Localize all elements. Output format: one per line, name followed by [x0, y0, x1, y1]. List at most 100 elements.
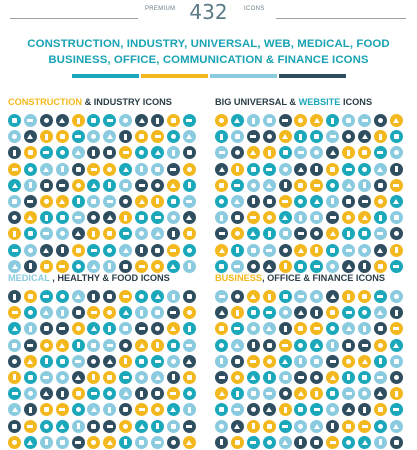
helmet-icon: [71, 243, 85, 257]
cone-icon: [215, 211, 228, 225]
bolt-icon: [310, 162, 324, 176]
factory-icon: [246, 290, 260, 303]
helmet-icon: [55, 259, 69, 273]
wrench-icon: [8, 178, 21, 192]
ruler-icon: [215, 419, 228, 433]
gear-icon: [23, 114, 37, 127]
bolt-icon: [230, 387, 244, 401]
bolt-icon: [39, 243, 53, 257]
ruler-icon: [262, 370, 276, 384]
cone-icon: [8, 370, 21, 384]
bolt-icon: [278, 338, 292, 352]
drill-icon: [182, 227, 196, 241]
truck-icon: [166, 322, 180, 336]
gear-icon: [373, 290, 387, 303]
helmet-icon: [55, 403, 69, 417]
icons-label: ICONS: [244, 6, 265, 12]
ruler-icon: [294, 338, 308, 352]
factory-icon: [262, 130, 276, 144]
hammer-icon: [294, 403, 308, 417]
wrench-icon: [358, 354, 372, 368]
wrench-icon: [39, 290, 53, 303]
saw-icon: [389, 259, 403, 273]
crane-icon: [8, 243, 21, 257]
factory-icon: [326, 403, 340, 417]
helmet-icon: [215, 435, 228, 449]
truck-icon: [119, 370, 133, 384]
ruler-icon: [342, 290, 356, 303]
hammer-icon: [310, 387, 324, 401]
cone-icon: [373, 387, 387, 401]
bolt-icon: [55, 227, 69, 241]
wrench-icon: [294, 419, 308, 433]
section-title-medical: MEDICAL , HEALTHY & FOOD ICONS: [8, 273, 170, 283]
helmet-icon: [373, 130, 387, 144]
bolt-icon: [373, 435, 387, 449]
cone-icon: [55, 178, 69, 192]
gear-icon: [55, 419, 69, 433]
crane-icon: [23, 227, 37, 241]
wrench-icon: [119, 403, 133, 417]
saw-icon: [103, 306, 117, 320]
gear-icon: [358, 306, 372, 320]
truck-icon: [278, 403, 292, 417]
drill-icon: [262, 290, 276, 303]
hammer-icon: [215, 146, 228, 160]
section-title-construction-rest: & INDUSTRY ICONS: [82, 97, 172, 107]
factory-icon: [135, 403, 149, 417]
helmet-icon: [182, 130, 196, 144]
cone-icon: [230, 338, 244, 352]
hammer-icon: [342, 211, 356, 225]
drill-icon: [23, 194, 37, 208]
crane-icon: [326, 114, 340, 127]
crane-icon: [389, 387, 403, 401]
factory-icon: [230, 306, 244, 320]
factory-icon: [389, 194, 403, 208]
factory-icon: [103, 435, 117, 449]
hammer-icon: [119, 243, 133, 257]
icon-grid-medical: [8, 290, 197, 450]
bolt-icon: [55, 370, 69, 384]
saw-icon: [55, 354, 69, 368]
section-title-construction-highlight: CONSTRUCTION: [8, 97, 83, 107]
cone-icon: [310, 114, 324, 127]
factory-icon: [8, 338, 21, 352]
gear-icon: [373, 146, 387, 160]
hammer-icon: [215, 290, 228, 303]
bolt-icon: [326, 290, 340, 303]
cone-icon: [246, 178, 260, 192]
truck-icon: [151, 194, 165, 208]
hammer-icon: [23, 146, 37, 160]
helmet-icon: [87, 370, 101, 384]
crane-icon: [103, 146, 117, 160]
helmet-icon: [294, 211, 308, 225]
ruler-icon: [103, 338, 117, 352]
gear-icon: [310, 354, 324, 368]
ruler-icon: [246, 387, 260, 401]
bolt-icon: [103, 178, 117, 192]
cone-icon: [23, 354, 37, 368]
gear-icon: [246, 419, 260, 433]
factory-icon: [39, 306, 53, 320]
hammer-icon: [71, 435, 85, 449]
wrench-icon: [151, 370, 165, 384]
factory-icon: [278, 114, 292, 127]
bolt-icon: [119, 306, 133, 320]
cone-icon: [166, 403, 180, 417]
drill-icon: [135, 419, 149, 433]
saw-icon: [278, 178, 292, 192]
hammer-icon: [389, 162, 403, 176]
saw-icon: [119, 290, 133, 303]
drill-icon: [342, 403, 356, 417]
crane-icon: [389, 243, 403, 257]
helmet-icon: [358, 290, 372, 303]
section-title-universal: BIG UNIVERSAL & WEBSITE ICONS: [215, 97, 372, 107]
gear-icon: [262, 403, 276, 417]
truck-icon: [215, 130, 228, 144]
helmet-icon: [326, 178, 340, 192]
section-title-construction: CONSTRUCTION & INDUSTRY ICONS: [8, 97, 172, 107]
helmet-icon: [151, 306, 165, 320]
factory-icon: [55, 290, 69, 303]
helmet-icon: [23, 435, 37, 449]
factory-icon: [230, 162, 244, 176]
